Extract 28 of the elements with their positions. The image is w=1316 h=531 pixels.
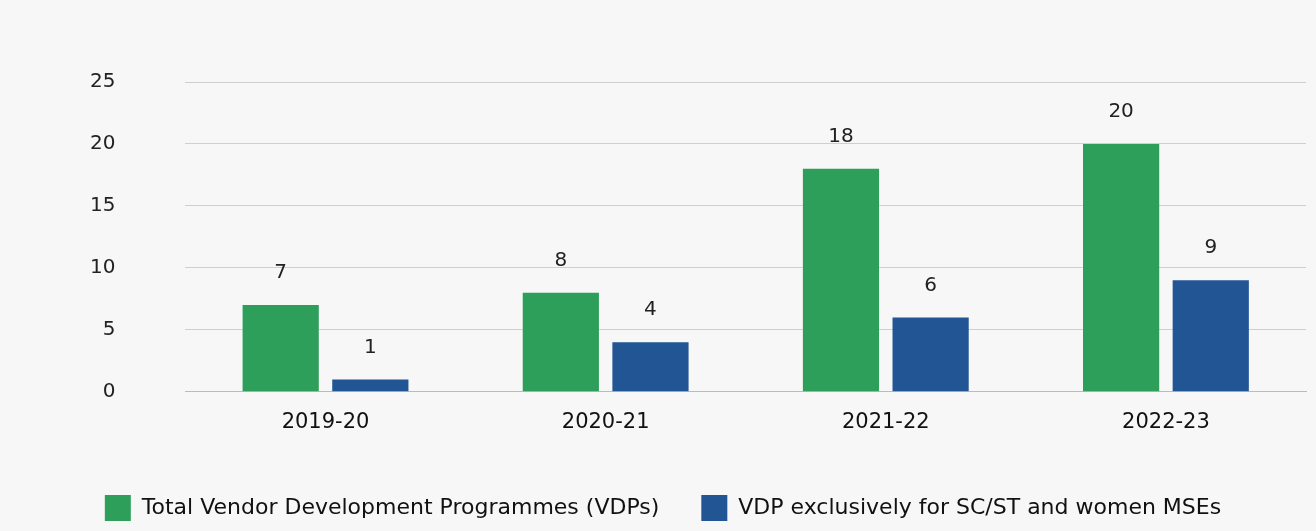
- bar: [242, 305, 319, 392]
- data-label: 1: [363, 333, 377, 358]
- data-label: 20: [1108, 98, 1134, 123]
- y-tick-label: 20: [90, 130, 116, 155]
- x-tick-label: 2021-22: [841, 408, 930, 433]
- bar: [1172, 280, 1249, 392]
- data-label: 8: [554, 246, 568, 271]
- bar: [612, 342, 689, 392]
- bar: [522, 292, 599, 392]
- x-tick-label: 2019-20: [281, 408, 370, 433]
- data-label: 6: [924, 271, 937, 296]
- y-tick-label: 0: [102, 378, 116, 402]
- data-label: 18: [828, 122, 854, 147]
- legend-label: VDP exclusively for SC/ST and women MSEs: [738, 493, 1222, 519]
- y-tick-label: 5: [102, 316, 116, 341]
- y-tick-label: 15: [90, 192, 116, 217]
- x-tick-label: 2022-23: [1122, 408, 1210, 433]
- bar: [802, 168, 880, 392]
- bar: [892, 317, 969, 392]
- y-tick-label: 25: [90, 68, 116, 93]
- legend-label: Total Vendor Development Programmes (VDPs): [140, 493, 660, 519]
- y-tick-label: 10: [90, 254, 116, 279]
- bar: [1083, 143, 1160, 392]
- data-label: 7: [274, 259, 288, 284]
- data-label: 4: [644, 296, 657, 321]
- data-label: 9: [1204, 234, 1218, 259]
- x-tick-label: 2020-21: [561, 408, 650, 433]
- bar: [332, 379, 409, 392]
